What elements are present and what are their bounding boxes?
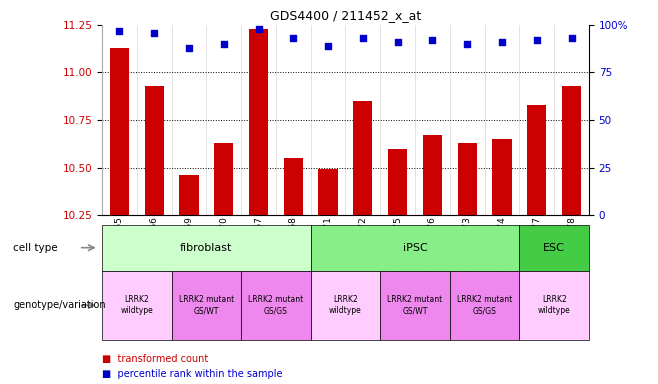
- Bar: [145, 86, 164, 215]
- Point: [462, 41, 472, 47]
- Bar: [527, 105, 546, 215]
- Point: [253, 26, 264, 32]
- Bar: [457, 143, 477, 215]
- Bar: [318, 169, 338, 215]
- Text: ESC: ESC: [544, 243, 565, 253]
- Point: [567, 35, 577, 41]
- Text: ■  transformed count: ■ transformed count: [102, 354, 208, 364]
- Point: [427, 37, 438, 43]
- Bar: [249, 29, 268, 215]
- Point: [184, 45, 194, 51]
- Text: genotype/variation: genotype/variation: [13, 300, 106, 310]
- Bar: [284, 158, 303, 215]
- Bar: [423, 135, 442, 215]
- Point: [323, 43, 334, 49]
- Point: [497, 39, 507, 45]
- Bar: [492, 139, 511, 215]
- Bar: [214, 143, 234, 215]
- Text: LRRK2
wildtype: LRRK2 wildtype: [120, 295, 153, 315]
- Bar: [180, 175, 199, 215]
- Bar: [562, 86, 581, 215]
- Point: [288, 35, 299, 41]
- Text: iPSC: iPSC: [403, 243, 428, 253]
- Point: [357, 35, 368, 41]
- Text: LRRK2 mutant
GS/GS: LRRK2 mutant GS/GS: [457, 295, 512, 315]
- Point: [114, 28, 124, 34]
- Bar: [388, 149, 407, 215]
- Bar: [110, 48, 129, 215]
- Text: cell type: cell type: [13, 243, 58, 253]
- Text: LRRK2 mutant
GS/GS: LRRK2 mutant GS/GS: [248, 295, 303, 315]
- Bar: [353, 101, 372, 215]
- Point: [392, 39, 403, 45]
- Point: [532, 37, 542, 43]
- Text: LRRK2
wildtype: LRRK2 wildtype: [538, 295, 570, 315]
- Text: ■  percentile rank within the sample: ■ percentile rank within the sample: [102, 369, 282, 379]
- Text: LRRK2
wildtype: LRRK2 wildtype: [329, 295, 362, 315]
- Point: [218, 41, 229, 47]
- Text: LRRK2 mutant
GS/WT: LRRK2 mutant GS/WT: [388, 295, 443, 315]
- Point: [149, 30, 159, 36]
- Title: GDS4400 / 211452_x_at: GDS4400 / 211452_x_at: [270, 9, 421, 22]
- Text: fibroblast: fibroblast: [180, 243, 232, 253]
- Text: LRRK2 mutant
GS/WT: LRRK2 mutant GS/WT: [179, 295, 234, 315]
